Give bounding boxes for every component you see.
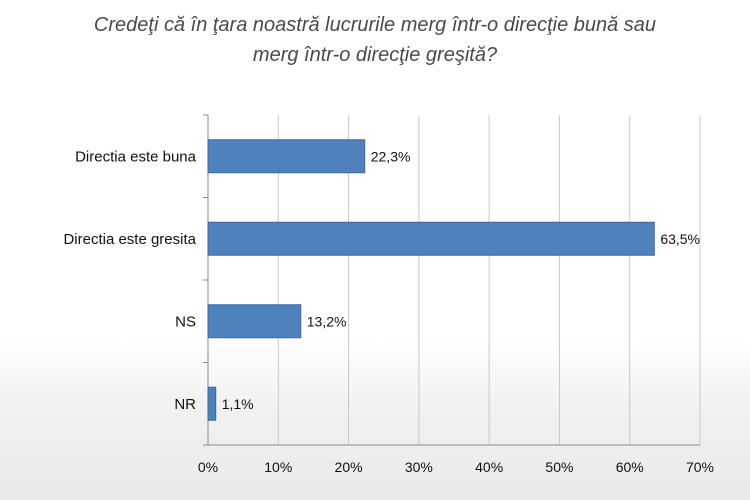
bar-1 xyxy=(207,221,655,256)
category-label-0: Directia este buna xyxy=(75,148,197,165)
chart-title: Credeţi că în ţara noastră lucrurile mer… xyxy=(0,10,750,70)
x-tick-label-40: 40% xyxy=(475,459,503,475)
value-label-3: 1,1% xyxy=(222,396,254,412)
chart-title-line-1: Credeţi că în ţara noastră lucrurile mer… xyxy=(93,14,657,36)
x-tick-label-70: 70% xyxy=(686,459,714,475)
bar-2 xyxy=(207,304,302,339)
bar-0 xyxy=(207,139,366,174)
value-label-2: 13,2% xyxy=(307,313,347,329)
category-label-1: Directia este gresita xyxy=(63,231,196,248)
category-label-2: NS xyxy=(175,313,196,330)
x-tick-label-0: 0% xyxy=(198,459,218,475)
bar-3 xyxy=(207,386,217,421)
category-label-3: NR xyxy=(174,396,196,413)
value-label-1: 63,5% xyxy=(660,231,700,247)
x-tick-label-20: 20% xyxy=(335,459,363,475)
x-tick-label-10: 10% xyxy=(264,459,292,475)
x-tick-label-50: 50% xyxy=(545,459,573,475)
value-label-0: 22,3% xyxy=(371,148,411,164)
x-tick-label-30: 30% xyxy=(405,459,433,475)
x-tick-label-60: 60% xyxy=(616,459,644,475)
chart-title-line-2: merg într-o direcţie greşită? xyxy=(252,44,498,66)
